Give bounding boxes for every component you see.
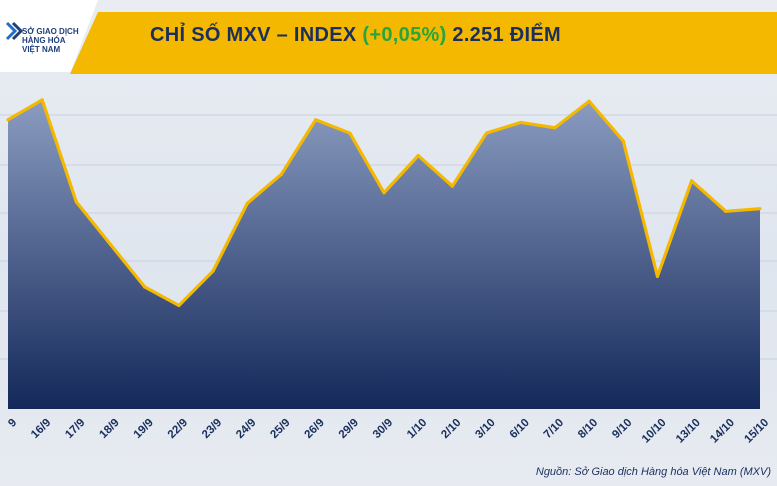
x-tick-label: 15/10 [742,417,771,446]
x-tick-label: 9/10 [610,417,634,441]
x-tick-label: 16/9 [29,417,53,441]
x-tick-label: 26/9 [303,417,327,441]
data-point [6,118,10,122]
x-tick-label: 22/9 [166,417,190,441]
title-change: (+0,05%) [362,24,447,46]
data-point [143,285,147,289]
data-point [314,118,318,122]
data-point [279,172,284,176]
data-point [690,179,694,183]
x-tick-label: 6/10 [508,417,532,441]
title-prefix: CHỈ SỐ MXV – INDEX [150,24,357,46]
data-point [108,242,113,247]
title-banner [70,12,777,74]
data-point [382,191,386,195]
x-tick-label: 24/9 [234,417,258,441]
x-tick-label: 8/10 [576,417,600,441]
x-tick-label: 19/9 [132,417,156,441]
x-tick-label: 7/10 [542,417,566,441]
logo-line: SỞ GIAO DỊCH [22,27,79,36]
data-point [484,131,489,135]
title-value: 2.251 ĐIỂM [452,24,561,46]
data-point [758,207,762,211]
logo-line: HÀNG HÓA [22,36,66,45]
logo-line: VIỆT NAM [22,45,61,54]
x-tick-label: 3/10 [473,417,497,441]
x-tick-label: 10/10 [640,417,669,446]
x-tick-label: 29/9 [337,417,361,441]
x-tick-label: 14/10 [708,417,737,446]
data-point [40,98,44,102]
data-point [211,269,215,273]
data-point [621,139,625,143]
data-point [348,131,352,135]
data-point [245,201,249,205]
data-point [587,99,591,103]
data-point [724,209,728,213]
x-tick-label: 1/10 [405,417,429,441]
chart-title: CHỈ SỐ MXV – INDEX (+0,05%) 2.251 ĐIỂM [150,24,750,47]
logo-text: SỞ GIAO DỊCH HÀNG HÓA VIỆT NAM [22,27,82,54]
x-tick-label: 13/10 [674,417,703,446]
x-tick-label: 23/9 [200,417,224,441]
x-tick-label: 9 [6,417,19,430]
data-point [553,126,557,130]
x-tick-label: 30/9 [371,417,395,441]
data-point [74,200,78,204]
data-point [519,120,523,125]
exchange-logo-icon [5,21,24,41]
x-tick-label: 18/9 [97,417,121,441]
area-fill [8,99,760,409]
source-note: Nguồn: Sở Giao dịch Hàng hóa Việt Nam (M… [535,466,771,478]
data-point [655,274,660,278]
x-tick-label: 17/9 [63,417,87,441]
x-tick-label: 2/10 [439,417,463,441]
x-tick-label: 25/9 [268,417,292,441]
data-point [177,303,181,308]
data-point [416,154,420,158]
data-point [450,184,454,188]
